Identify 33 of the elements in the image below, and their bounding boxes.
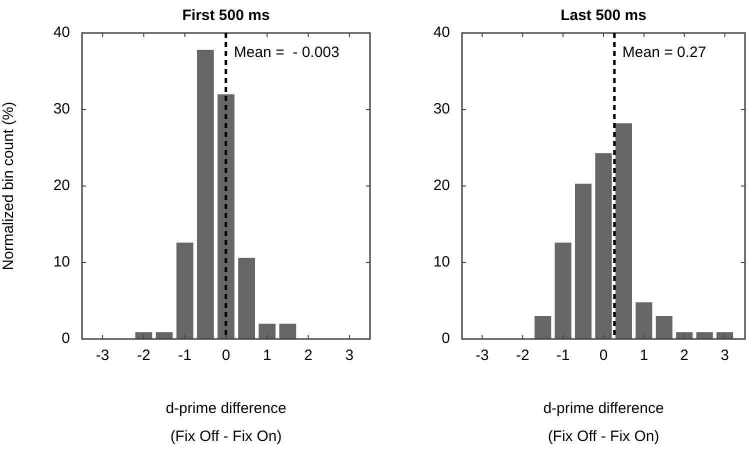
x-tick-label: 1 <box>262 347 272 364</box>
y-tick-label: 10 <box>433 254 450 271</box>
y-tick-label: 0 <box>62 330 70 348</box>
ref-line-label: Mean = 0.27 <box>622 44 706 62</box>
x-tick-label: -3 <box>476 347 489 364</box>
chart-title: First 500 ms <box>182 7 270 24</box>
x-tick-label: -1 <box>556 347 570 364</box>
x-tick-label: 2 <box>304 347 312 364</box>
x-tick-label: -3 <box>96 347 110 364</box>
y-tick-label: 40 <box>433 24 450 42</box>
x-tick-label: -2 <box>137 347 150 364</box>
text: (Fix Off - Fix On) <box>170 428 282 446</box>
x-tick-label: -1 <box>178 347 192 364</box>
y-tick-label: 0 <box>442 330 450 348</box>
x-tick-label: 0 <box>222 347 230 364</box>
x-axis-title: d-prime difference <box>166 400 286 418</box>
y-tick-label: 20 <box>433 177 450 194</box>
x-tick-label: 3 <box>720 347 729 364</box>
y-tick-label: 30 <box>433 100 450 118</box>
x-tick-label: 3 <box>345 347 354 364</box>
x-tick-label: 1 <box>640 347 648 364</box>
y-tick-label: 30 <box>53 100 70 118</box>
y-tick-label: 20 <box>53 177 70 194</box>
text: (Fix Off - Fix On) <box>548 428 660 446</box>
x-axis-title: d-prime difference <box>543 400 664 418</box>
ref-line-label: Mean = - 0.003 <box>234 44 340 62</box>
x-tick-label: 2 <box>680 347 689 364</box>
y-axis-title: Normalized bin count (%) <box>0 102 18 270</box>
x-tick-label: -2 <box>516 347 530 364</box>
chart-title: Last 500 ms <box>560 7 646 24</box>
x-tick-label: 0 <box>599 347 608 364</box>
y-tick-label: 10 <box>53 254 70 271</box>
y-tick-label: 40 <box>53 24 70 42</box>
